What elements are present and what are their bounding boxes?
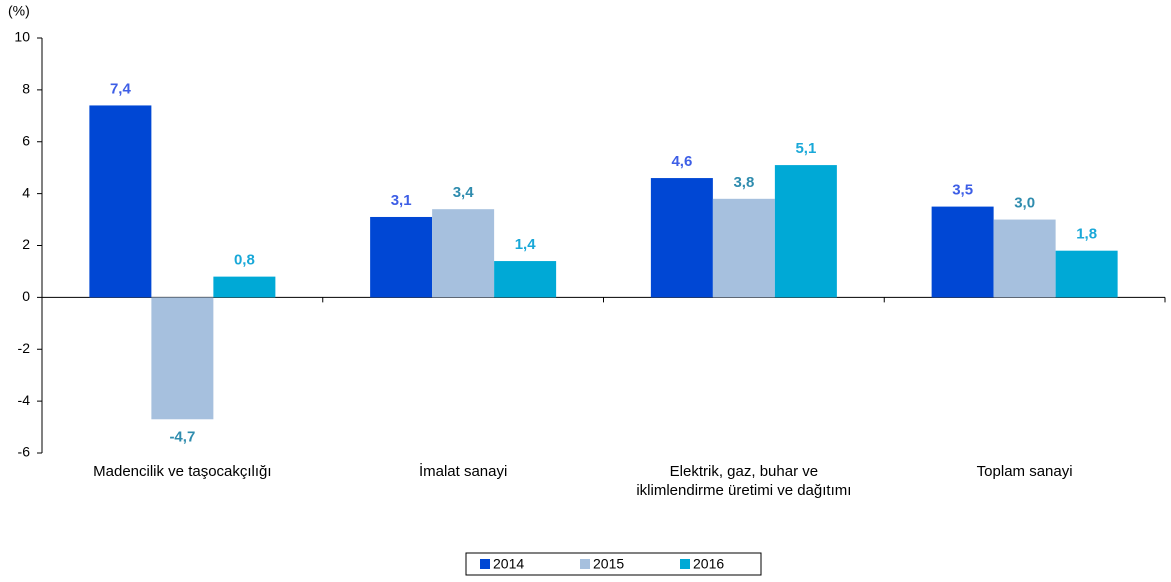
bar bbox=[931, 206, 994, 298]
bar bbox=[712, 198, 775, 298]
bar bbox=[151, 297, 214, 420]
bar bbox=[1055, 250, 1118, 298]
bar bbox=[213, 276, 276, 298]
legend-label: 2015 bbox=[593, 556, 624, 572]
bar bbox=[89, 105, 152, 298]
data-label: 3,8 bbox=[733, 174, 754, 191]
legend-label: 2016 bbox=[693, 556, 724, 572]
bar bbox=[432, 209, 495, 298]
y-tick-label: -2 bbox=[18, 340, 31, 356]
y-tick-label: 10 bbox=[14, 29, 30, 45]
bar bbox=[370, 216, 433, 298]
x-tick-label: İmalat sanayi bbox=[418, 463, 508, 480]
bar bbox=[993, 219, 1056, 298]
data-label: 0,8 bbox=[234, 252, 255, 269]
data-label: 1,4 bbox=[515, 236, 537, 253]
data-label: 3,5 bbox=[952, 182, 973, 199]
legend-box bbox=[465, 552, 762, 576]
y-tick-label: 0 bbox=[22, 288, 30, 304]
bar bbox=[774, 165, 837, 298]
y-tick-label: -4 bbox=[18, 392, 31, 408]
data-label: 5,1 bbox=[795, 140, 816, 157]
bar bbox=[494, 261, 557, 298]
y-tick-label: 6 bbox=[22, 132, 30, 148]
legend-label: 2014 bbox=[493, 556, 524, 572]
legend-swatch bbox=[580, 559, 590, 569]
data-label: 3,4 bbox=[453, 184, 475, 201]
y-tick-label: -6 bbox=[18, 444, 31, 460]
bar bbox=[650, 178, 713, 298]
legend-swatch bbox=[480, 559, 490, 569]
data-label: -4,7 bbox=[169, 428, 195, 445]
y-unit-label: (%) bbox=[8, 3, 30, 19]
y-tick-label: 2 bbox=[22, 236, 30, 252]
data-label: 1,8 bbox=[1076, 226, 1097, 243]
x-tick-label: Elektrik, gaz, buhar ve iklimlendirme ür… bbox=[636, 463, 852, 499]
x-tick-label: Toplam sanayi bbox=[976, 463, 1073, 480]
y-tick-label: 4 bbox=[22, 184, 30, 200]
data-label: 7,4 bbox=[110, 80, 132, 97]
x-tick-label: Madencilik ve taşocakçılığı bbox=[93, 463, 272, 480]
data-label: 3,1 bbox=[391, 192, 412, 209]
legend-swatch bbox=[680, 559, 690, 569]
data-label: 3,0 bbox=[1014, 195, 1035, 212]
y-tick-label: 8 bbox=[22, 81, 30, 97]
data-label: 4,6 bbox=[671, 153, 692, 170]
